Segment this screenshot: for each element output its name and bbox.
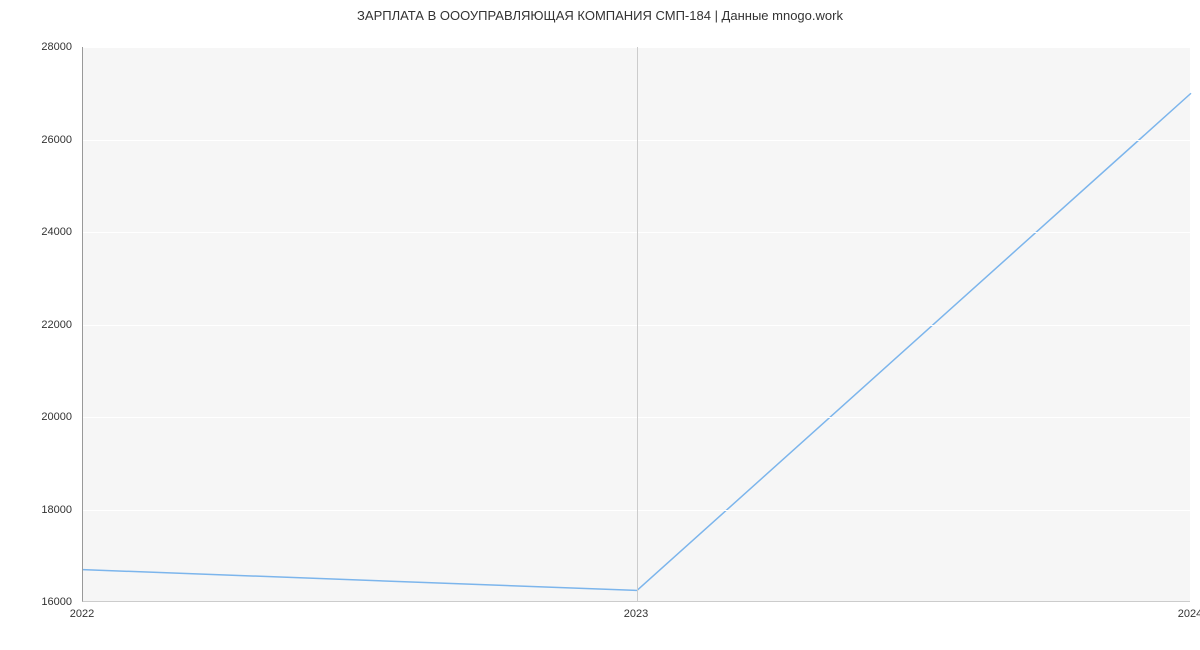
- plot-area: [82, 47, 1190, 602]
- y-tick-label: 24000: [0, 226, 72, 238]
- chart-title: ЗАРПЛАТА В ОООУПРАВЛЯЮЩАЯ КОМПАНИЯ СМП-1…: [0, 8, 1200, 23]
- salary-chart: ЗАРПЛАТА В ОООУПРАВЛЯЮЩАЯ КОМПАНИЯ СМП-1…: [0, 0, 1200, 650]
- y-tick-label: 18000: [0, 504, 72, 516]
- x-tick-label: 2023: [624, 608, 648, 620]
- y-tick-label: 22000: [0, 319, 72, 331]
- y-tick-label: 20000: [0, 411, 72, 423]
- y-tick-label: 26000: [0, 134, 72, 146]
- x-tick-label: 2022: [70, 608, 94, 620]
- x-tick-label: 2024: [1178, 608, 1200, 620]
- y-tick-label: 28000: [0, 41, 72, 53]
- y-tick-label: 16000: [0, 596, 72, 608]
- x-tick-line: [637, 47, 638, 602]
